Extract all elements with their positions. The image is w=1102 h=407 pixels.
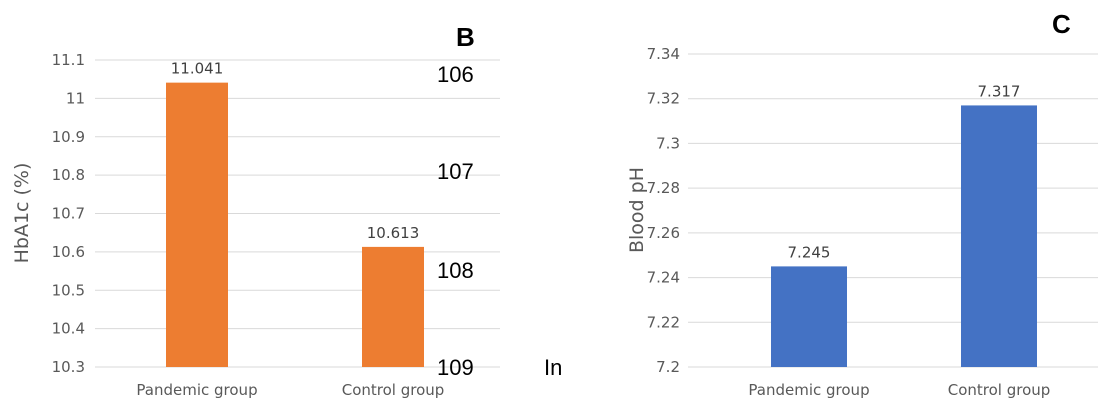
line-number-107: 107 bbox=[437, 159, 474, 184]
line-number-109: 109 bbox=[437, 355, 474, 380]
y-tick-label-b-4: 10.7 bbox=[52, 205, 85, 223]
chart-panel-b: 10.3 10.4 10.5 10.6 10.7 10.8 10.9 11 11.1 11.041… bbox=[11, 51, 500, 399]
panel-label-b: B bbox=[456, 22, 475, 52]
y-tick-label-c-5: 7.3 bbox=[656, 134, 680, 152]
panel-label-c: C bbox=[1052, 9, 1071, 39]
y-tick-label-b-0: 10.3 bbox=[52, 358, 85, 376]
category-label-b-1: Control group bbox=[342, 381, 445, 399]
y-tick-label-c-2: 7.24 bbox=[647, 269, 680, 287]
y-tick-label-c-6: 7.32 bbox=[647, 90, 680, 108]
bar-b-0 bbox=[166, 82, 228, 368]
category-label-c-0: Pandemic group bbox=[748, 381, 869, 399]
y-tick-label-b-5: 10.8 bbox=[52, 166, 85, 184]
y-tick-label-b-6: 10.9 bbox=[52, 128, 85, 146]
category-label-b-0: Pandemic group bbox=[136, 381, 257, 399]
chart-panel-c: 7.2 7.22 7.24 7.26 7.28 7.3 7.32 7.34 7.245 Pande… bbox=[626, 45, 1098, 399]
y-tick-label-b-3: 10.6 bbox=[52, 243, 85, 261]
bar-c-0 bbox=[771, 266, 847, 367]
data-label-b-0: 11.041 bbox=[171, 60, 224, 78]
bar-c-1 bbox=[961, 105, 1037, 368]
y-tick-label-c-4: 7.28 bbox=[647, 179, 680, 197]
y-tick-label-c-3: 7.26 bbox=[647, 224, 680, 242]
data-label-c-0: 7.245 bbox=[788, 243, 831, 261]
line-number-106: 106 bbox=[437, 62, 474, 87]
y-axis-title-c: Blood pH bbox=[626, 167, 648, 253]
y-tick-label-b-2: 10.5 bbox=[52, 281, 85, 299]
bar-b-1 bbox=[362, 246, 424, 367]
y-tick-label-b-1: 10.4 bbox=[52, 320, 85, 338]
y-tick-label-c-7: 7.34 bbox=[647, 45, 680, 63]
y-tick-label-b-7: 11 bbox=[66, 89, 85, 107]
data-label-c-1: 7.317 bbox=[978, 82, 1021, 100]
data-label-b-1: 10.613 bbox=[367, 224, 420, 242]
y-tick-label-c-1: 7.22 bbox=[647, 313, 680, 331]
y-axis-title-b: HbA1c (%) bbox=[11, 163, 33, 264]
y-tick-label-b-8: 11.1 bbox=[52, 51, 85, 69]
text-fragment: In bbox=[544, 355, 562, 380]
category-label-c-1: Control group bbox=[948, 381, 1051, 399]
line-number-108: 108 bbox=[437, 258, 474, 283]
y-tick-label-c-0: 7.2 bbox=[656, 358, 680, 376]
